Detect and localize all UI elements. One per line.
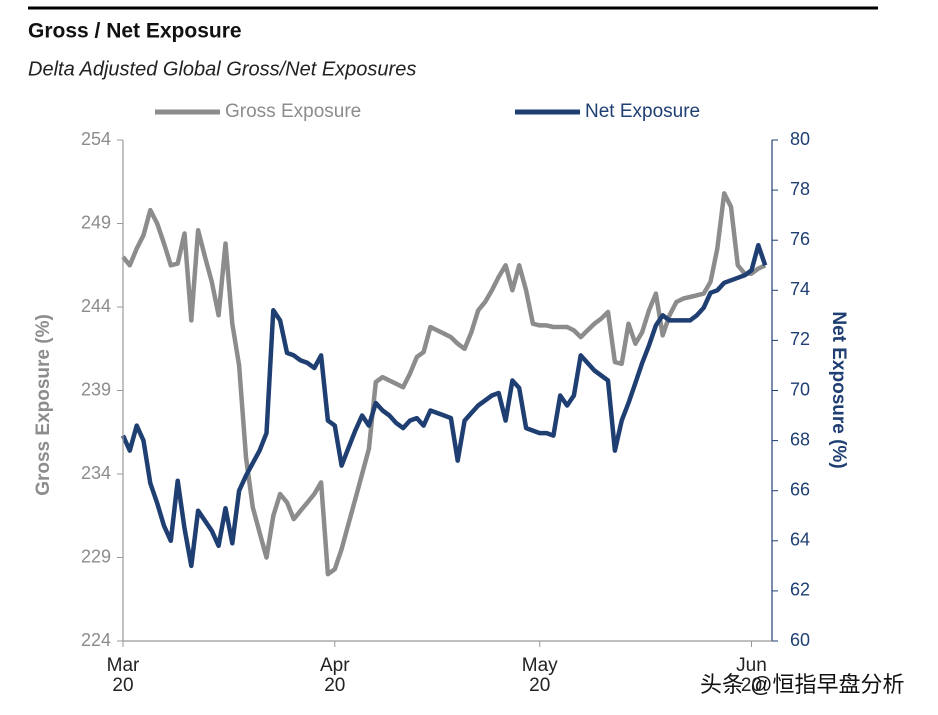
y2-tick-label: 66 — [790, 479, 810, 499]
legend-label: Net Exposure — [585, 101, 700, 122]
y2-tick-label: 68 — [790, 429, 810, 449]
y-tick-label: 224 — [81, 630, 111, 650]
y2-tick-label: 60 — [790, 630, 810, 650]
chart-title: Gross / Net Exposure — [28, 20, 242, 43]
x-tick-label: Mar 20 — [106, 655, 140, 696]
chart-subtitle: Delta Adjusted Global Gross/Net Exposure… — [28, 58, 416, 80]
y2-tick-label: 72 — [790, 329, 810, 349]
x-tick-label: May 20 — [521, 655, 558, 696]
y-tick-label: 254 — [81, 129, 111, 149]
y-tick-label: 249 — [81, 212, 111, 232]
y2-tick-label: 64 — [790, 530, 810, 550]
y-tick-label: 234 — [81, 463, 111, 483]
legend-label: Gross Exposure — [225, 101, 361, 122]
y-tick-label: 229 — [81, 546, 111, 566]
y2-tick-label: 80 — [790, 129, 810, 149]
y2-tick-label: 62 — [790, 580, 810, 600]
series-line — [120, 242, 768, 569]
series-line — [121, 191, 767, 577]
y-axis-label: Gross Exposure (%) — [33, 314, 54, 496]
watermark: 头条 @恒指早盘分析 — [700, 672, 904, 697]
y-tick-label: 239 — [81, 379, 111, 399]
y2-axis-label: Net Exposure (%) — [828, 311, 849, 468]
x-tick-label: Jun 20 — [736, 655, 767, 696]
y2-tick-label: 70 — [790, 379, 810, 399]
y-tick-label: 244 — [81, 296, 111, 316]
y2-tick-label: 78 — [790, 179, 810, 199]
y2-tick-label: 76 — [790, 229, 810, 249]
y2-tick-label: 74 — [790, 279, 810, 299]
x-tick-label: Apr 20 — [319, 655, 350, 696]
